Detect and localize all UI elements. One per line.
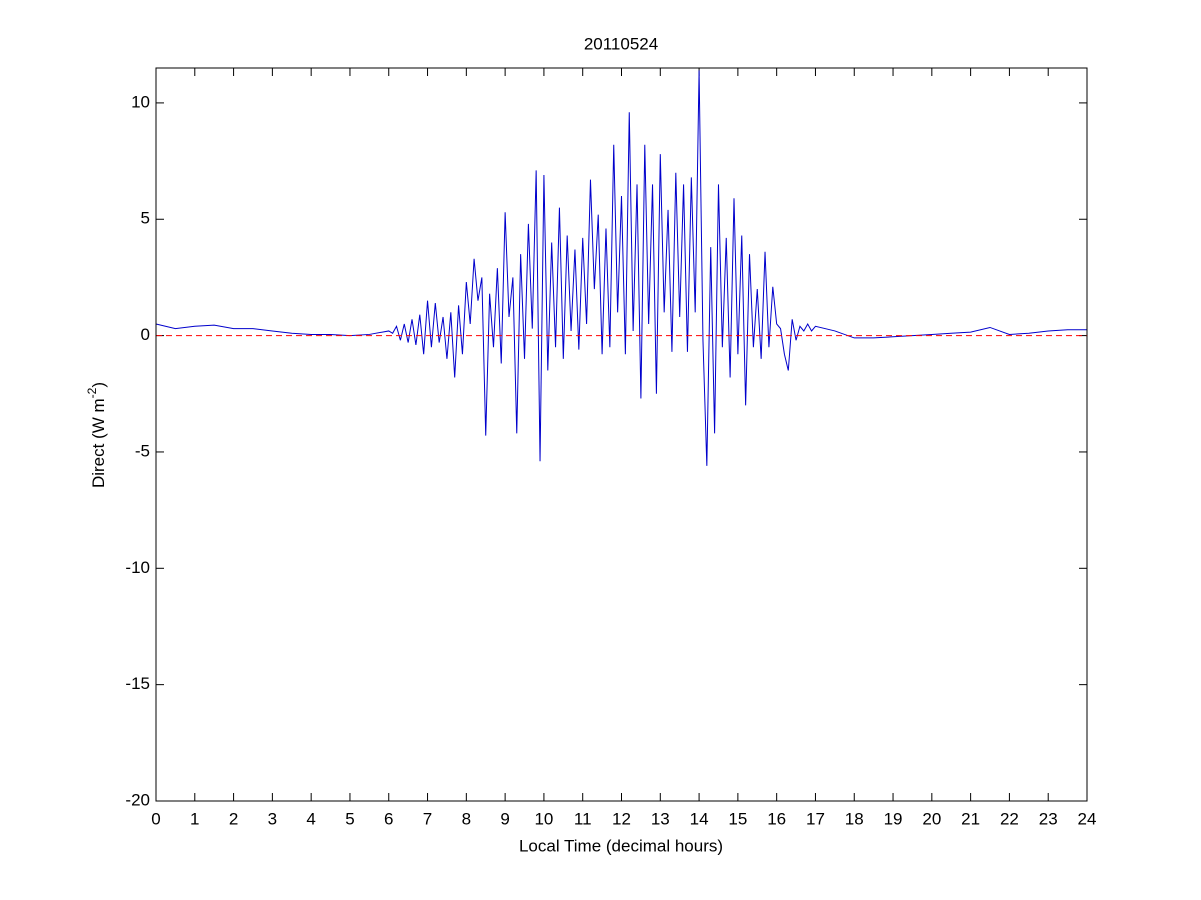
x-tick-label: 22 [1000,809,1019,828]
y-tick-label: -15 [125,674,150,693]
plot-area [156,68,1087,801]
x-tick-label: 5 [345,809,354,828]
plot-frame [155,67,1088,802]
x-tick-label: 1 [190,809,199,828]
x-tick-label: 4 [306,809,315,828]
x-tick-label: 23 [1039,809,1058,828]
x-tick-label: 16 [767,809,786,828]
x-tick-label: 15 [728,809,747,828]
y-label-text: Direct (W m [89,398,108,488]
x-tick-label: 8 [462,809,471,828]
x-tick-label: 6 [384,809,393,828]
x-tick-label: 3 [268,809,277,828]
x-tick-label: 21 [961,809,980,828]
x-tick-label: 7 [423,809,432,828]
chart-title: 20110524 [584,34,658,53]
y-tick-label: -5 [135,441,150,460]
y-tick-label: 10 [131,92,150,111]
x-axis-label: Local Time (decimal hours) [519,836,723,855]
y-tick-label: -10 [125,558,150,577]
y-tick-label: 5 [141,209,150,228]
x-tick-label: 24 [1078,809,1097,828]
y-axis-label: Direct (W m-2) [85,382,108,488]
x-tick-label: 19 [884,809,903,828]
data-line [155,70,1087,466]
y-tick-label: 0 [141,325,150,344]
x-tick-label: 18 [845,809,864,828]
x-tick-label: 20 [922,809,941,828]
x-tick-label: 17 [806,809,825,828]
y-tick-label: -20 [125,790,150,809]
y-label-tail: ) [89,382,108,388]
x-tick-label: 2 [229,809,238,828]
x-tick-label: 9 [500,809,509,828]
x-tick-label: 13 [651,809,670,828]
x-tick-label: 14 [690,809,709,828]
x-tick-label: 10 [534,809,553,828]
y-label-sup: -2 [85,387,99,398]
x-tick-label: 11 [574,809,592,828]
x-tick-label: 12 [612,809,631,828]
x-tick-label: 0 [151,809,160,828]
